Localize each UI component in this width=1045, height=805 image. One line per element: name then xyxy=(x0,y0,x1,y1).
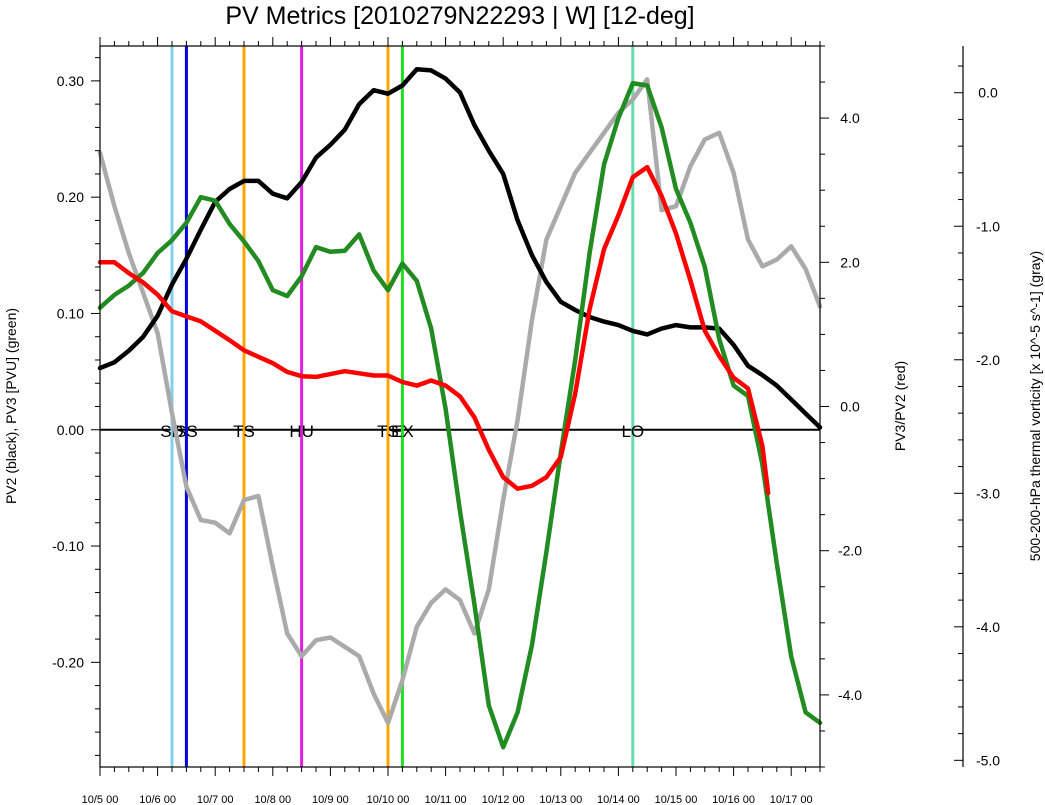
left-tick-label: 0.30 xyxy=(57,73,84,89)
series-line xyxy=(97,77,823,726)
event-label: HU xyxy=(289,422,314,441)
right-tick-label: -3.0 xyxy=(976,485,1000,501)
plot-frame xyxy=(99,45,821,768)
x-tick-label: 10/7 00 xyxy=(197,794,234,805)
series-line xyxy=(97,80,823,750)
right-tick-label: -5.0 xyxy=(976,752,1000,768)
left-tick-label: 0.10 xyxy=(57,305,84,321)
middle-tick-label: 2.0 xyxy=(840,254,860,270)
middle-tick-label: 0.0 xyxy=(840,399,860,415)
x-tick-label: 10/14 00 xyxy=(597,794,640,805)
series-lines xyxy=(97,67,823,750)
series-line xyxy=(97,67,823,430)
right-tick-label: -1.0 xyxy=(976,218,1000,234)
middle-axis-label: PV3/PV2 (red) xyxy=(892,361,908,451)
x-tick-label: 10/12 00 xyxy=(482,794,525,805)
x-tick-label: 10/13 00 xyxy=(539,794,582,805)
event-label: TS xyxy=(233,422,255,441)
middle-tick-label: -2.0 xyxy=(838,543,862,559)
chart-title: PV Metrics [2010279N22293 | W] [12-deg] xyxy=(225,2,694,30)
right-tick-label: 0.0 xyxy=(978,85,998,101)
left-tick-label: 0.00 xyxy=(57,422,84,438)
x-tick-label: 10/9 00 xyxy=(312,794,349,805)
event-label: TS xyxy=(377,422,399,441)
right-axis-label: 500-200-hPa thermal vorticity [x 10^-5 s… xyxy=(1027,251,1043,561)
left-tick-label: -0.20 xyxy=(52,654,84,670)
x-tick-label: 10/6 00 xyxy=(139,794,176,805)
series-line xyxy=(97,164,771,496)
right-tick-label: -4.0 xyxy=(976,619,1000,635)
x-tick-label: 10/11 00 xyxy=(425,794,467,805)
x-tick-label: 10/15 00 xyxy=(655,794,698,805)
x-tick-label: 10/10 00 xyxy=(367,794,410,805)
event-label: LO xyxy=(621,422,644,441)
right-tick-label: -2.0 xyxy=(976,352,1000,368)
left-tick-label: 0.20 xyxy=(57,189,84,205)
middle-tick-label: -4.0 xyxy=(838,687,862,703)
axes: 10/5 00 10/6 00 10/7 00 10/8 00 10/9 00 10/10… xyxy=(52,37,1000,805)
x-tick-label: 10/17 00 xyxy=(770,794,813,805)
x-tick-label: 10/8 00 xyxy=(254,794,291,805)
left-axis-label: PV2 (black), PV3 [PVU] (green) xyxy=(3,308,19,504)
event-label: EX xyxy=(391,422,414,441)
x-tick-label: 10/16 00 xyxy=(712,794,755,805)
left-tick-label: -0.10 xyxy=(52,538,84,554)
event-label: SS xyxy=(175,422,198,441)
x-tick-label: 10/5 00 xyxy=(82,794,119,805)
middle-tick-label: 4.0 xyxy=(840,110,860,126)
